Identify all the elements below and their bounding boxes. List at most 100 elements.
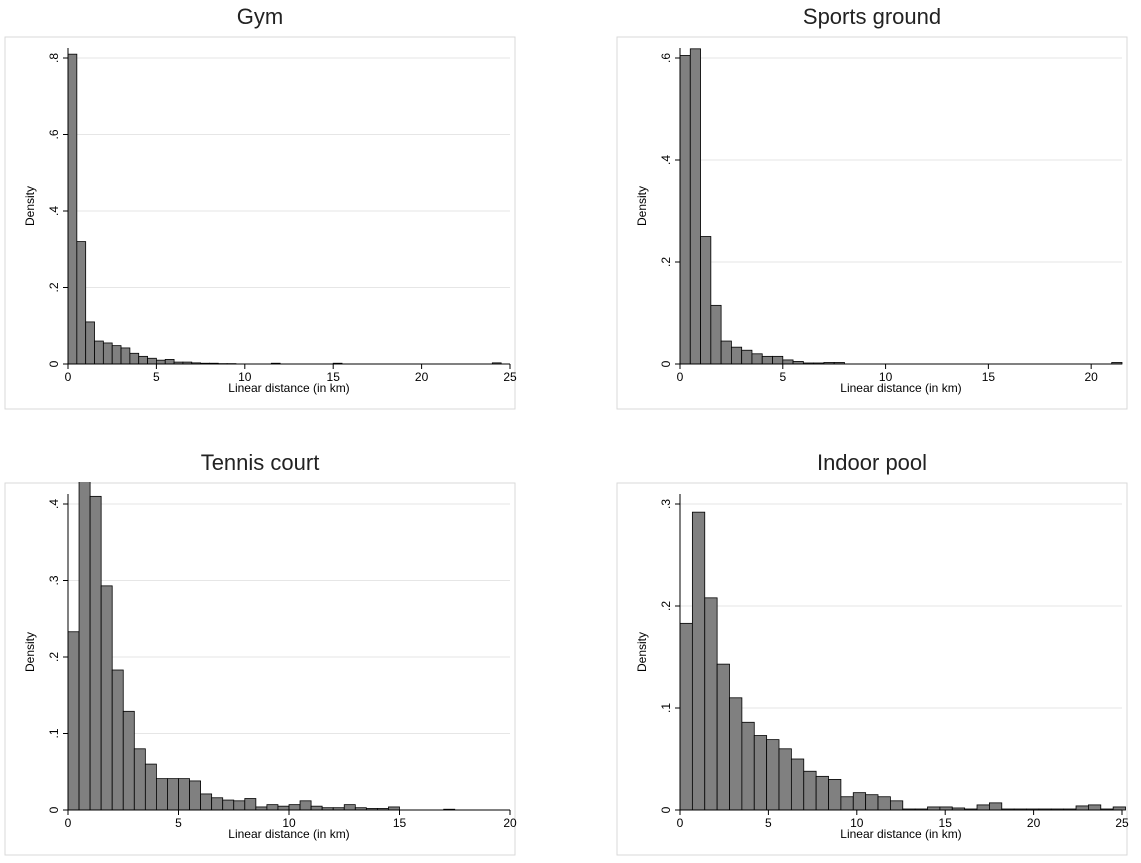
y-tick-label: .6: [659, 53, 673, 63]
histogram-bar: [233, 800, 246, 811]
histogram-bar: [111, 669, 124, 811]
histogram-bar: [200, 793, 213, 811]
histogram-bar: [741, 721, 755, 811]
x-axis-label: Linear distance (in km): [228, 827, 349, 841]
y-tick-label: 0: [47, 806, 61, 813]
histogram-bar: [730, 346, 743, 365]
y-tick-label: .6: [47, 129, 61, 139]
y-axis-label: Density: [635, 186, 649, 226]
x-axis-label: Linear distance (in km): [840, 827, 961, 841]
histogram-bar: [889, 800, 904, 811]
histogram-bar: [865, 794, 879, 811]
histogram-bar: [288, 804, 301, 811]
histogram-bar: [815, 775, 829, 811]
panel-gym: Gym 0 .2 .4 .6 .8 0 5 10 15 20 25 Linear distance (…: [0, 0, 520, 410]
histogram-bar: [155, 778, 168, 811]
x-tick-label: 5: [779, 370, 786, 384]
histogram-bar: [89, 495, 102, 811]
histogram-bar: [828, 778, 842, 811]
histogram-bar: [122, 710, 135, 811]
chart-title: Gym: [236, 4, 284, 29]
x-tick-label: 20: [1027, 816, 1041, 830]
panel-indoor-pool: Indoor pool 0 .1 .2 .3 0 5 10 15 20 25 Linear dist…: [612, 446, 1132, 856]
x-tick-label: 0: [677, 370, 684, 384]
histogram-bar: [840, 796, 854, 811]
chart-gym: 0 .2 .4 .6 .8 0 5 10 15 20 25 Linear distance (in k…: [4, 36, 517, 410]
y-tick-label: .2: [659, 601, 673, 611]
histogram-bar: [129, 352, 140, 365]
histogram-bar: [877, 796, 891, 811]
histogram-bar: [751, 353, 763, 365]
chart-title: Sports ground: [802, 4, 942, 29]
histogram-bar: [310, 805, 323, 811]
chart-tennis-court: 0 .1 .2 .3 .4 0 5 10 15 20 Linear distance (in km)…: [4, 482, 517, 856]
y-tick-label: .4: [47, 499, 61, 509]
histogram-bar: [720, 340, 732, 365]
histogram-bar: [729, 697, 743, 811]
histogram-bar: [689, 48, 701, 365]
histogram-bar: [111, 345, 122, 365]
histogram-bar: [772, 355, 784, 365]
histogram-bar: [67, 53, 78, 365]
histogram-bar: [782, 359, 794, 365]
y-tick-label: .2: [47, 652, 61, 662]
y-tick-label: .2: [47, 282, 61, 292]
histogram-bar: [222, 799, 235, 811]
chart-indoor-pool: 0 .1 .2 .3 0 5 10 15 20 25 Linear distance (in km)…: [616, 482, 1129, 856]
x-tick-label: 25: [1115, 816, 1129, 830]
y-tick-label: .3: [47, 575, 61, 585]
histogram-bar: [211, 797, 224, 811]
histogram-bar: [343, 804, 356, 811]
y-axis-label: Density: [23, 186, 37, 226]
histogram-bar: [700, 236, 712, 365]
histogram-bar: [178, 778, 190, 811]
histogram-bar: [133, 748, 146, 811]
y-tick-label: .4: [659, 155, 673, 165]
histogram-bar: [679, 55, 691, 365]
histogram-bar: [988, 802, 1003, 811]
chart-title: Indoor pool: [816, 450, 928, 475]
histogram-bar: [244, 798, 257, 811]
histogram-bar: [67, 631, 80, 811]
x-tick-label: 15: [982, 370, 996, 384]
histogram-bar: [167, 778, 179, 811]
histogram-bar: [144, 763, 157, 811]
y-tick-label: .4: [47, 206, 61, 216]
x-tick-label: 20: [503, 816, 517, 830]
x-tick-label: 20: [415, 370, 429, 384]
x-tick-label: 5: [153, 370, 160, 384]
y-tick-label: 0: [659, 360, 673, 367]
histogram-bar: [1088, 804, 1102, 811]
histogram-bar: [1075, 805, 1089, 811]
histogram-bar: [147, 357, 157, 365]
x-axis-label: Linear distance (in km): [840, 381, 961, 395]
histogram-bar: [766, 739, 780, 811]
x-tick-label: 10: [879, 370, 893, 384]
y-tick-label: .1: [47, 728, 61, 738]
x-tick-label: 0: [65, 816, 72, 830]
histogram-bar: [189, 780, 202, 811]
panel-sports-ground: Sports ground 0 .2 .4 .6 0 5 10 15 20 Linear dist…: [612, 0, 1132, 410]
x-tick-label: 10: [282, 816, 296, 830]
x-tick-label: 10: [850, 816, 864, 830]
histogram-bar: [78, 482, 91, 811]
y-axis-label: Density: [635, 632, 649, 672]
plot-frame: [616, 36, 1128, 410]
histogram-bar: [710, 304, 722, 365]
plot-frame: [4, 482, 516, 856]
histogram-bar: [704, 597, 718, 811]
histogram-bar: [100, 585, 113, 811]
y-tick-label: 0: [659, 806, 673, 813]
chart-sports-ground: 0 .2 .4 .6 0 5 10 15 20 Linear distance (in km) De…: [616, 36, 1128, 410]
histogram-bar: [299, 800, 312, 811]
y-tick-label: .1: [659, 703, 673, 713]
histogram-bar: [761, 355, 773, 365]
histogram-bar: [102, 342, 113, 365]
histogram-bar: [138, 355, 148, 365]
y-tick-label: 0: [47, 360, 61, 367]
y-axis-label: Density: [23, 632, 37, 672]
histogram-bar: [120, 347, 131, 365]
x-tick-label: 15: [393, 816, 407, 830]
x-tick-label: 0: [65, 370, 72, 384]
plot-frame: [616, 482, 1128, 856]
